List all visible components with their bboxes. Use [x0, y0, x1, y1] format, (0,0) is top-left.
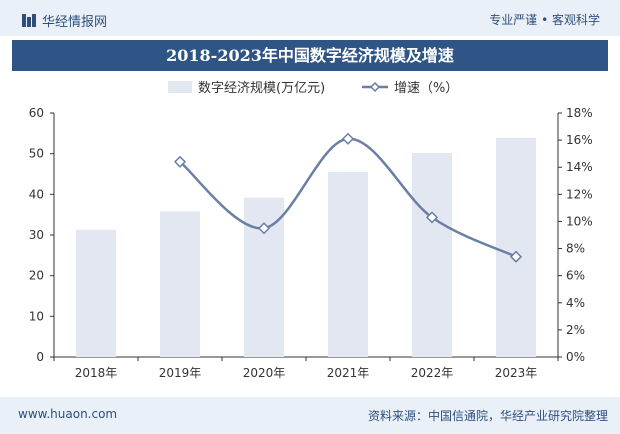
- y-right-tick-label: 6%: [566, 269, 585, 283]
- bar-2019年: [160, 211, 200, 357]
- x-tick-label: 2022年: [411, 366, 454, 380]
- y-right-tick-label: 8%: [566, 242, 585, 256]
- data-source: 资料来源：中国信通院，华经产业研究院整理: [367, 409, 608, 423]
- y-right-tick-label: 10%: [566, 214, 593, 228]
- legend-bar-swatch: [168, 81, 192, 93]
- legend-line-label: 增速（%）: [394, 81, 458, 96]
- y-right-tick-label: 12%: [566, 187, 593, 201]
- growth-point-2023年: [509, 250, 523, 263]
- legend-line-marker: [369, 81, 381, 93]
- header-bar: 华经情报网 专业严谨 • 客观科学: [0, 0, 620, 36]
- y-left-tick-label: 0: [36, 350, 44, 364]
- y-right-tick-label: 4%: [566, 296, 585, 310]
- growth-point-2020年: [257, 222, 271, 235]
- y-right-tick-label: 2%: [566, 323, 585, 337]
- x-tick-label: 2018年: [75, 366, 118, 380]
- x-tick-label: 2023年: [495, 366, 538, 380]
- growth-point-2019年: [173, 155, 187, 168]
- y-right-tick-label: 14%: [566, 160, 593, 174]
- chart-title: 2018-2023年中国数字经济规模及增速: [12, 40, 608, 71]
- x-tick-label: 2021年: [327, 366, 370, 380]
- y-left-tick-label: 20: [29, 269, 44, 283]
- site-url[interactable]: www.huaon.com: [18, 407, 118, 421]
- x-tick-label: 2019年: [159, 366, 202, 380]
- y-left-tick-label: 40: [29, 187, 44, 201]
- x-tick-label: 2020年: [243, 366, 286, 380]
- brand-logo-icon: [22, 14, 36, 27]
- y-left-tick-label: 50: [29, 147, 44, 161]
- tagline: 专业严谨 • 客观科学: [489, 13, 600, 27]
- bar-2018年: [76, 229, 116, 357]
- y-right-tick-label: 18%: [566, 106, 593, 120]
- footer-bar: www.huaon.com 资料来源：中国信通院，华经产业研究院整理: [0, 397, 620, 434]
- legend-bar-label: 数字经济规模(万亿元): [198, 81, 325, 96]
- brand[interactable]: 华经情报网: [22, 11, 107, 30]
- brand-name: 华经情报网: [42, 15, 108, 30]
- y-left-tick-label: 10: [29, 309, 44, 323]
- bar-2021年: [328, 171, 368, 357]
- y-left-tick-label: 60: [29, 106, 44, 120]
- y-right-tick-label: 16%: [566, 133, 593, 147]
- y-right-tick-label: 0%: [566, 350, 585, 364]
- growth-point-2022年: [425, 211, 439, 224]
- bar-2023年: [496, 137, 536, 357]
- growth-point-2021年: [341, 132, 355, 145]
- y-left-tick-label: 30: [29, 228, 44, 242]
- bar-2022年: [412, 152, 452, 357]
